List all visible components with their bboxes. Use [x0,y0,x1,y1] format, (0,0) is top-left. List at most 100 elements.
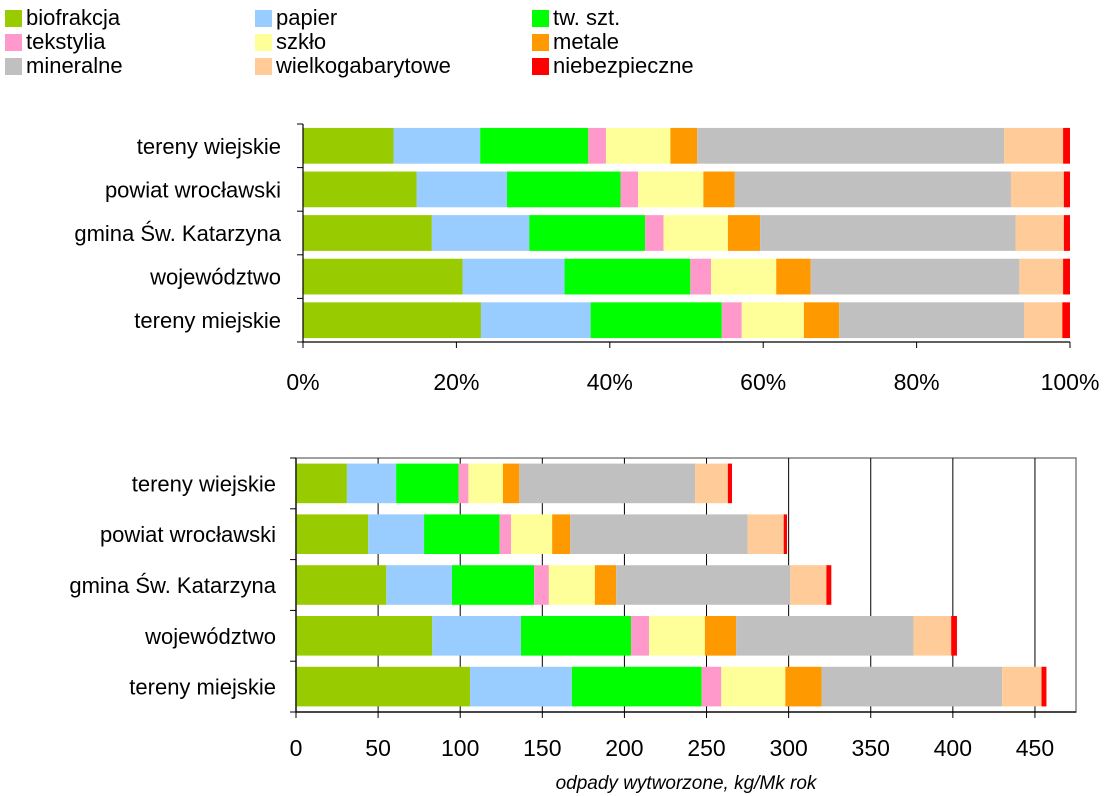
bar-segment-tereny-wiejskie-biofrakcja [296,463,347,504]
x-tick-label: 60% [740,369,786,395]
category-label-powiat-wroclawski: powiat wrocławski [105,177,281,202]
bar-segment-powiat-wroclawski-niebezpieczne [1063,171,1070,208]
bar-segment-gmina-sw-katarzyna-szklo [663,215,728,251]
bar-segment-wojewodztwo-tekstylia [630,615,650,656]
bar-segment-tereny-miejskie-tekstylia [701,666,722,707]
bar-segment-wojewodztwo-metale [704,615,737,656]
legend-item-wielkogabarytowe: wielkogabarytowe [255,53,451,78]
category-label-gmina-sw-katarzyna: gmina Św. Katarzyna [74,221,281,246]
bar-segment-tereny-miejskie-tw-szt [571,666,702,707]
legend-swatch [532,9,549,27]
x-tick-label: 50 [365,735,391,761]
legend-label: tw. szt. [553,5,621,30]
bar-segment-wojewodztwo-tw-szt [564,258,691,295]
bar-segment-tereny-miejskie-szklo [721,666,786,707]
bar-segment-wojewodztwo-tekstylia [690,258,712,295]
bar-segment-tereny-wiejskie-metale [502,463,520,504]
bar-segment-tereny-wiejskie-tw-szt [396,463,459,504]
bar-segment-powiat-wroclawski-szklo [638,171,704,208]
legend-label: papier [276,5,338,30]
bar-segment-gmina-sw-katarzyna-metale [727,215,761,251]
x-tick-label: 100 [441,735,479,761]
legend-swatch [532,33,549,51]
x-tick-label: 200 [605,735,643,761]
bar-segment-wojewodztwo-metale [776,258,811,295]
bar-segment-powiat-wroclawski-metale [703,171,735,208]
legend-swatch [255,9,272,27]
x-tick-label: 400 [934,735,972,761]
x-tick-label: 250 [687,735,725,761]
bar-segment-powiat-wroclawski-tekstylia [620,171,639,208]
x-tick-label: 80% [894,369,940,395]
bar-segment-gmina-sw-katarzyna-wielkogabarytowe [1015,215,1064,251]
bar-segment-gmina-sw-katarzyna-papier [431,215,530,251]
legend-label: mineralne [26,53,123,78]
bar-segment-powiat-wroclawski-tekstylia [499,514,512,555]
legend-item-niebezpieczne: niebezpieczne [532,53,694,78]
bar-segment-wojewodztwo-biofrakcja [296,615,433,656]
bar-segment-wojewodztwo-niebezpieczne [1063,258,1070,295]
bar-segment-tereny-miejskie-tekstylia [721,302,742,339]
bar-segment-powiat-wroclawski-wielkogabarytowe [747,514,784,555]
x-tick-label: 300 [769,735,807,761]
bar-segment-gmina-sw-katarzyna-biofrakcja [296,565,387,605]
bar-segment-tereny-wiejskie-tekstylia [458,463,469,504]
legend-item-szklo: szkło [255,29,327,54]
category-label-tereny-wiejskie: tereny wiejskie [132,471,276,496]
bar-segment-gmina-sw-katarzyna-niebezpieczne [1063,215,1070,251]
bar-segment-powiat-wroclawski-papier [368,514,425,555]
bar-segment-wojewodztwo-wielkogabarytowe [913,615,952,656]
bar-segment-tereny-miejskie-metale [785,666,822,707]
bar-segment-wojewodztwo-papier [462,258,565,295]
category-label-tereny-wiejskie: tereny wiejskie [137,134,281,159]
legend-swatch [5,9,22,27]
bar-segment-wojewodztwo-mineralne [736,615,914,656]
legend-swatch [255,57,272,75]
bar-segment-gmina-sw-katarzyna-metale [594,565,617,605]
bar-segment-tereny-miejskie-niebezpieczne [1062,302,1070,339]
bar-segment-powiat-wroclawski-biofrakcja [296,514,369,555]
bar-segment-gmina-sw-katarzyna-niebezpieczne [826,565,832,605]
bar-segment-wojewodztwo-tw-szt [520,615,631,656]
x-tick-label: 350 [852,735,890,761]
bar-segment-tereny-miejskie-niebezpieczne [1041,666,1047,707]
bar-segment-powiat-wroclawski-mineralne [734,171,1011,208]
legend-swatch [5,57,22,75]
bar-segment-tereny-miejskie-mineralne [839,302,1024,339]
legend-swatch [255,33,272,51]
bar-segment-gmina-sw-katarzyna-biofrakcja [303,215,432,251]
bar-segment-tereny-wiejskie-papier [393,127,481,164]
absolute-stacked-bar-chart: tereny wiejskie powiat wrocławski gmina Św… [69,457,1077,794]
bar-segment-powiat-wroclawski-wielkogabarytowe [1010,171,1064,208]
percent-stacked-bar-chart: tereny wiejskie powiat wrocławski gmina Św… [74,123,1100,395]
bar-segment-tereny-wiejskie-tekstylia [588,127,606,164]
x-axis-label: odpady wytworzone, kg/Mk rok [556,773,818,794]
bar-segment-tereny-miejskie-tw-szt [590,302,722,339]
bar-segment-tereny-wiejskie-metale [670,127,698,164]
x-tick-label: 150 [523,735,561,761]
bar-segment-powiat-wroclawski-papier [416,171,508,208]
bar-segment-tereny-miejskie-papier [480,302,591,339]
bar-segment-tereny-wiejskie-mineralne [519,463,696,504]
bar-segment-gmina-sw-katarzyna-tw-szt [452,565,535,605]
bar-segment-tereny-miejskie-wielkogabarytowe [1023,302,1063,339]
legend-item-papier: papier [255,5,338,30]
legend-item-tw-szt: tw. szt. [532,5,621,30]
legend-label: szkło [276,29,327,54]
x-tick-label: 0% [286,369,319,395]
legend-label: tekstylia [26,29,106,54]
bar-segment-tereny-wiejskie-papier [346,463,397,504]
bar-segment-tereny-wiejskie-szklo [605,127,671,164]
x-tick-label: 100% [1041,369,1100,395]
bar-segment-tereny-miejskie-papier [470,666,572,707]
bar-segment-tereny-wiejskie-wielkogabarytowe [695,463,728,504]
category-label-tereny-miejskie: tereny miejskie [129,675,276,700]
bar-segment-tereny-miejskie-metale [803,302,840,339]
legend-label: biofrakcja [26,5,121,30]
legend-item-tekstylia: tekstylia [5,29,106,54]
chart-legend: biofrakcja papier tw. szt. tekstylia szkło me… [0,0,760,95]
bar-segment-gmina-sw-katarzyna-tekstylia [645,215,664,251]
bar-segment-tereny-wiejskie-biofrakcja [303,127,394,164]
bar-segment-wojewodztwo-niebezpieczne [951,615,957,656]
bar-segment-tereny-wiejskie-niebezpieczne [1063,127,1070,164]
